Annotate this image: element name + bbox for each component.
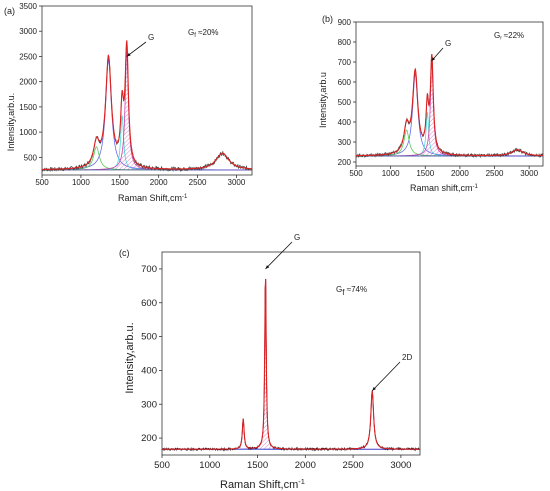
panel-c-plot: 500 1000 1500 2000 2500 3000 200 300 400 500 600 70…: [141, 233, 421, 471]
component-peak-line: [356, 61, 543, 157]
panel-c-gf-label: Gf ≈74%: [336, 285, 367, 297]
panel-c-label: (c): [119, 248, 130, 258]
y-tick-label: 300: [141, 399, 157, 410]
annotation-arrowhead: [372, 386, 376, 391]
x-tick-label: 1500: [111, 178, 129, 187]
annotation-arrow: [265, 241, 293, 270]
panel-b: (b) Raman shift,cm-1 Intensity,arb.u Gf …: [318, 14, 544, 193]
y-tick-label: 900: [338, 18, 352, 27]
annotation-label: 2D: [402, 353, 412, 362]
x-tick-label: 500: [35, 178, 49, 187]
component-peak-line: [162, 391, 420, 450]
component-peak-fill: [162, 279, 420, 450]
y-tick-label: 2500: [19, 52, 37, 61]
component-peak-line: [162, 278, 420, 450]
x-tick-label: 2000: [150, 178, 168, 187]
plot-frame: [41, 5, 253, 176]
raw-spectrum-line: [41, 40, 253, 173]
y-tick-label: 200: [141, 433, 157, 444]
panel-a-ylabel: Intensity,arb.u.: [6, 93, 16, 151]
panel-a: (a) Raman Shift,cm-1 Intensity,arb.u. Gf…: [4, 2, 253, 203]
x-tick-label: 1000: [382, 169, 400, 178]
x-tick-label: 500: [154, 460, 170, 471]
component-peak-line: [356, 72, 543, 157]
y-tick-label: 600: [141, 298, 157, 309]
x-tick-label: 2500: [189, 178, 207, 187]
component-peak-line: [162, 418, 420, 450]
panel-b-gf-label: Gf ≈22%: [494, 31, 524, 41]
fitted-envelope-line: [41, 40, 253, 170]
plot-frame: [161, 251, 421, 456]
annotation-arrow: [126, 41, 147, 57]
y-tick-label: 2000: [19, 78, 37, 87]
raw-spectrum-line: [355, 55, 544, 159]
y-tick-label: 700: [338, 58, 352, 67]
panel-b-plot: 500 1000 1500 2000 2500 3000 200 300 400 500 600 70…: [338, 18, 544, 178]
y-tick-label: 3500: [19, 2, 37, 11]
y-tick-label: 3000: [19, 27, 37, 36]
annotation-arrowhead: [126, 52, 131, 57]
panel-b-ylabel: Intensity,arb.u: [318, 72, 328, 128]
y-tick-label: 500: [338, 98, 352, 107]
x-tick-label: 3000: [390, 460, 411, 471]
x-tick-label: 3000: [228, 178, 246, 187]
y-tick-label: 500: [141, 332, 157, 343]
panel-c: (c) Raman Shift,cm-1 Intensity,arb.u. Gf…: [119, 233, 421, 491]
y-tick-label: 400: [338, 118, 352, 127]
y-tick-label: 500: [24, 153, 38, 162]
x-tick-label: 1500: [416, 169, 434, 178]
x-tick-label: 3000: [520, 169, 538, 178]
y-tick-label: 800: [338, 38, 352, 47]
annotation-label: G: [294, 233, 300, 242]
annotation-arrowhead: [265, 265, 270, 269]
annotation-arrowhead: [431, 57, 436, 61]
panel-b-label: (b): [322, 14, 333, 24]
panel-a-label: (a): [4, 6, 15, 16]
component-peak-fill: [356, 62, 543, 156]
y-tick-label: 1500: [19, 103, 37, 112]
y-tick-label: 400: [141, 365, 157, 376]
y-tick-label: 600: [338, 78, 352, 87]
fitted-envelope-line: [162, 278, 420, 450]
y-tick-label: 700: [141, 264, 157, 275]
y-tick-label: 200: [338, 158, 352, 167]
y-tick-label: 1000: [19, 128, 37, 137]
raw-spectrum-line: [161, 278, 421, 452]
panel-a-plot: 500 1000 1500 2000 2500 3000 500 1000 1500 2000 25…: [19, 2, 253, 187]
panel-a-xlabel: Raman Shift,cm-1: [118, 193, 188, 203]
panel-a-gf-label: Gf ≈20%: [188, 28, 219, 39]
panel-b-xlabel: Raman shift,cm-1: [410, 183, 479, 193]
panel-c-xlabel: Raman Shift,cm-1: [220, 477, 305, 491]
annotation-label: G: [148, 33, 154, 42]
x-tick-label: 1500: [247, 460, 268, 471]
annotation-arrow: [371, 361, 401, 391]
x-tick-label: 2500: [343, 460, 364, 471]
panel-c-ylabel: Intensity,arb.u.: [124, 322, 136, 393]
x-tick-label: 1000: [199, 460, 220, 471]
x-tick-label: 2000: [295, 460, 316, 471]
x-tick-label: 2500: [486, 169, 504, 178]
x-tick-label: 2000: [451, 169, 469, 178]
component-peak-line: [42, 115, 252, 171]
plot-frame: [355, 21, 544, 167]
y-tick-label: 300: [338, 138, 352, 147]
fitted-envelope-line: [356, 54, 544, 157]
x-tick-label: 1000: [72, 178, 90, 187]
x-tick-label: 500: [349, 169, 363, 178]
annotation-label: G: [445, 39, 451, 48]
